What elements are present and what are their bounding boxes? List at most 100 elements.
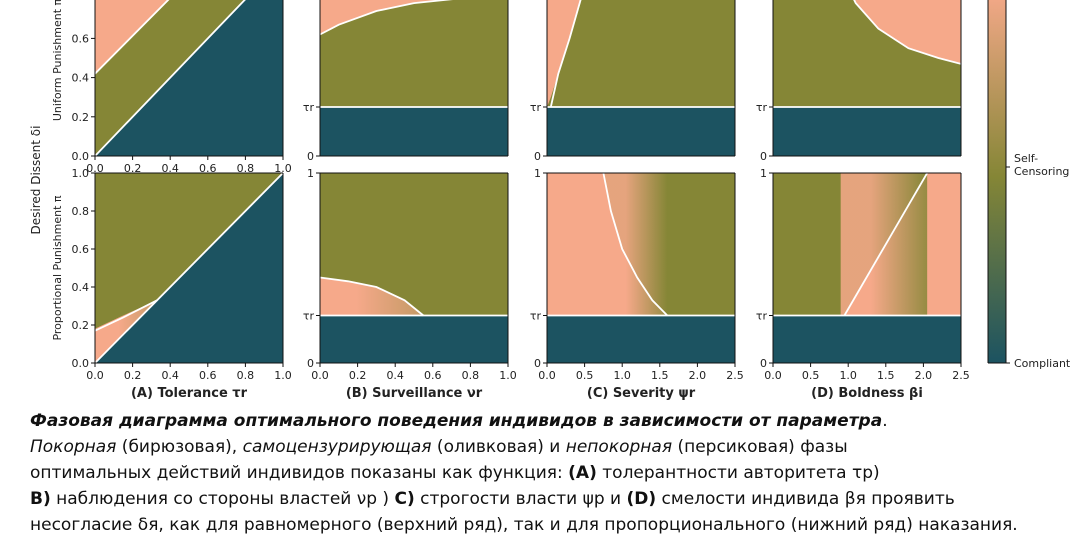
y-tick-label: τr: [756, 101, 768, 114]
caption-run: (A): [568, 463, 597, 483]
caption-line-4: B) наблюдения со стороны властей νр ) C)…: [30, 486, 1070, 512]
caption-run: самоцензурирующая: [242, 437, 432, 457]
y-tick-label: 0.6: [72, 243, 90, 256]
caption-run: B): [30, 489, 51, 509]
x-tick-label: 1.0: [274, 162, 292, 175]
phase-boundary: [549, 0, 582, 108]
x-tick-label: 0.0: [764, 369, 782, 382]
x-tick-label: 0.0: [86, 162, 104, 175]
caption-run: толерантности авторитета τр): [596, 463, 880, 483]
y-tick-label: τr: [756, 310, 768, 323]
x-tick-label: 2.5: [726, 369, 744, 382]
x-tick-label: 0.0: [86, 369, 104, 382]
caption-line-1: Фазовая диаграмма оптимального поведения…: [30, 408, 1070, 434]
phase-boundary: [95, 0, 170, 75]
y-tick-label: 0: [534, 357, 541, 370]
row-label-uniform: Uniform Punishment π: [51, 0, 64, 121]
panels-layer: 0.0 0.2 0.4 0.6 0.0 0.2 0.4 0.6 0.8 1.0 0 τr 0 τr 0 τr 0…: [72, 0, 970, 401]
caption-run: (бирюзовая),: [116, 437, 243, 457]
caption-line-3: оптимальных действий индивидов показаны …: [30, 460, 1070, 486]
phase-boundary: [320, 0, 454, 36]
caption-run: наблюдения со стороны властей νр ): [50, 489, 395, 509]
x-tick-label: 0.4: [386, 369, 404, 382]
x-tick-label: 1.0: [839, 369, 857, 382]
x-tick-label: 0.2: [124, 369, 142, 382]
y-tick-label: τr: [303, 310, 315, 323]
colorbar-label-compliant: Compliant: [1014, 357, 1071, 370]
defiant-region: [854, 0, 961, 64]
y-tick-label: 0: [760, 357, 767, 370]
x-tick-label: 0.6: [424, 369, 442, 382]
panel-label-D: (D) Boldness βi: [811, 386, 923, 401]
caption-run: непокорная: [565, 437, 673, 457]
x-tick-label: 1.5: [651, 369, 669, 382]
panel-C-row1: 0 τr 1 0.0 0.5 1.0 1.5 2.0 2.5 (C) Severity ψr: [530, 167, 744, 401]
x-tick-label: 0.5: [576, 369, 594, 382]
y-tick-label: 0: [307, 357, 314, 370]
x-tick-label: 1.0: [274, 369, 292, 382]
x-tick-label: 2.0: [689, 369, 707, 382]
phase-boundary: [95, 0, 246, 156]
panel-D-row1: 0 τr 1 0.0 0.5 1.0 1.5 2.0 2.5 (D) Boldness βi: [756, 167, 970, 401]
caption-run: строгости власти ψр и: [414, 489, 627, 509]
compliant-region: [773, 315, 961, 363]
y-tick-label: 0.4: [72, 72, 90, 85]
caption-line-5: несогласие δя, как для равномерного (вер…: [30, 512, 1070, 538]
x-tick-label: 0.8: [237, 369, 255, 382]
x-tick-label: 0.8: [237, 162, 255, 175]
panel-D-row0: 0 τr: [756, 0, 962, 163]
x-tick-label: 0.4: [161, 162, 179, 175]
y-tick-label: 0: [534, 150, 541, 163]
x-tick-label: 0.2: [349, 369, 367, 382]
y-tick-label: 0.0: [72, 150, 90, 163]
phase-boundary: [320, 276, 424, 317]
panel-label-C: (C) Severity ψr: [587, 386, 696, 401]
phase-boundary: [95, 299, 158, 332]
y-tick-label: τr: [530, 310, 542, 323]
phase-boundary: [95, 173, 283, 363]
caption-run: (D): [626, 489, 657, 509]
x-tick-label: 0.5: [802, 369, 820, 382]
caption-run: (персиковая) фазы: [672, 437, 848, 457]
y-tick-label: 0: [760, 150, 767, 163]
y-tick-label: 0.8: [72, 205, 90, 218]
y-tick-label: 0: [307, 150, 314, 163]
y-tick-label: 1: [307, 167, 314, 180]
phase-diagram-figure: 0.0 0.2 0.4 0.6 0.0 0.2 0.4 0.6 0.8 1.0 0 τr 0 τr 0 τr 0…: [29, 0, 1071, 401]
caption-run: (оливковая) и: [431, 437, 566, 457]
row-label-proportional: Proportional Punishment π: [51, 195, 64, 340]
panel-A-row1: 0.0 0.2 0.4 0.6 0.8 1.0 0.0 0.2 0.4 0.6 0.8 1.0 (A) …: [72, 167, 292, 401]
compliant-region: [95, 0, 283, 156]
panel-label-B: (B) Surveillance νr: [346, 386, 483, 401]
caption-run: C): [394, 489, 415, 509]
phase-boundary: [853, 0, 961, 65]
caption-run: Покорная: [30, 437, 117, 457]
panel-B-row1: 0 τr 1 0.0 0.2 0.4 0.6 0.8 1.0 (B) Surveillance ν…: [303, 167, 517, 401]
compliant-region: [773, 107, 961, 156]
colorbar-label-self-censoring: Self-Censoring: [1014, 152, 1069, 178]
y-tick-label: 1.0: [72, 167, 90, 180]
compliant-region: [320, 315, 508, 363]
caption-line-2: Покорная (бирюзовая), самоцензурирующая …: [30, 434, 1070, 460]
y-tick-label: 0.0: [72, 357, 90, 370]
caption-run: несогласие δя, как для равномерного (вер…: [30, 515, 1018, 535]
x-tick-label: 0.2: [124, 162, 142, 175]
y-tick-label: 1: [760, 167, 767, 180]
x-tick-label: 2.0: [915, 369, 933, 382]
defiant-region: [320, 0, 444, 35]
compliant-region: [547, 315, 735, 363]
x-tick-label: 1.0: [613, 369, 631, 382]
compliant-region: [320, 107, 508, 156]
y-tick-label: 0.2: [72, 319, 90, 332]
panel-C-row0: 0 τr: [530, 0, 736, 163]
phase-boundary: [843, 173, 928, 316]
caption: Фазовая диаграмма оптимального поведения…: [30, 408, 1070, 538]
x-tick-label: 0.6: [199, 369, 217, 382]
x-tick-label: 1.0: [499, 369, 517, 382]
caption-run: смелости индивида βя проявить: [656, 489, 955, 509]
y-tick-label: τr: [303, 101, 315, 114]
phase-boundary: [602, 173, 668, 317]
panel-label-A: (A) Tolerance τr: [131, 386, 248, 401]
caption-run: оптимальных действий индивидов показаны …: [30, 463, 569, 483]
x-tick-label: 2.5: [952, 369, 970, 382]
